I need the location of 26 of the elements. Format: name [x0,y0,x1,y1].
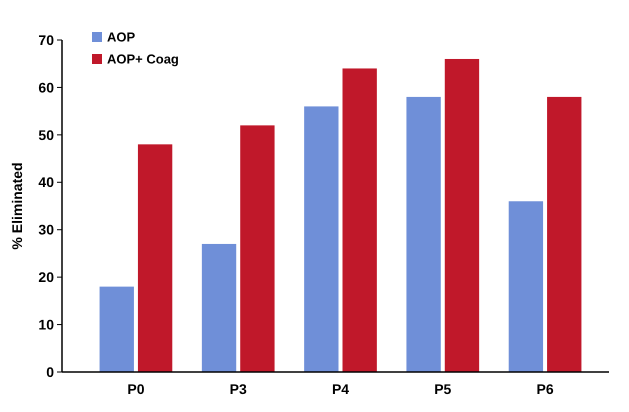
x-tick-label: P5 [434,381,452,397]
y-tick-label: 10 [38,316,54,332]
bar [138,144,172,372]
bar [406,96,441,372]
bar [100,286,134,372]
bar [547,96,582,372]
x-tick-label: P3 [230,381,247,397]
y-axis-title: % Eliminated [9,162,25,250]
bar [342,68,377,372]
bar [202,244,236,372]
y-tick-label: 70 [38,32,54,48]
y-tick-label: 0 [46,364,54,380]
y-tick-label: 30 [38,222,54,238]
bar [304,106,338,372]
x-tick-label: P4 [332,381,350,397]
legend-label: AOP+ Coag [107,52,179,67]
y-tick-label: 20 [38,269,54,286]
x-tick-label: P0 [127,381,145,397]
y-tick-label: 60 [38,79,54,96]
bar [444,58,480,372]
y-tick-label: 40 [38,174,54,190]
x-tick-label: P6 [536,381,554,397]
legend-label: AOP [107,30,136,45]
bar [508,201,544,372]
y-tick-label: 50 [38,126,54,143]
bar [240,125,275,372]
